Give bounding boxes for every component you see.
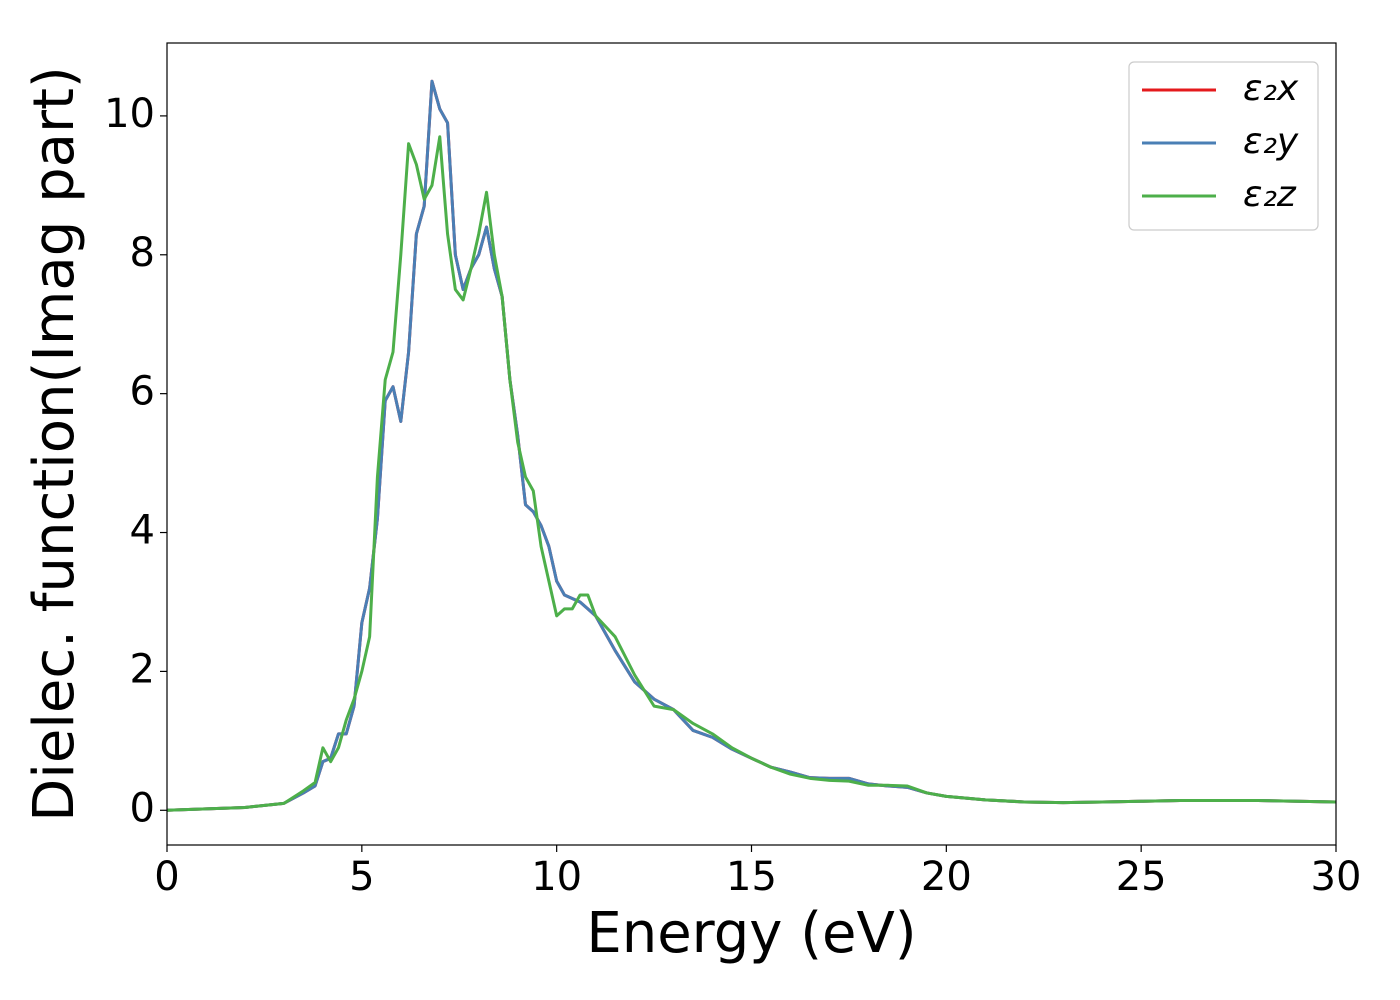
- y-tick-label: 2: [130, 646, 155, 692]
- y-tick-label: 8: [130, 230, 155, 276]
- x-tick-label: 15: [726, 854, 777, 900]
- legend-label: ε₂z: [1243, 174, 1297, 215]
- legend: ε₂x ε₂y ε₂z: [1128, 61, 1319, 231]
- x-tick-label: 0: [154, 854, 179, 900]
- series-line: [166, 135, 1337, 812]
- y-tick-label: 10: [104, 91, 155, 137]
- legend-box: [1128, 61, 1319, 231]
- y-tick-label: 0: [130, 785, 155, 831]
- x-tick-label: 10: [531, 854, 582, 900]
- x-tick-label: 20: [921, 854, 972, 900]
- x-tick-label: 5: [349, 854, 374, 900]
- x-tick-label: 25: [1116, 854, 1167, 900]
- y-axis-label: Dielec. function(Imag part): [22, 66, 87, 822]
- y-tick-label: 4: [130, 508, 155, 554]
- plot-frame: [166, 42, 1337, 846]
- legend-label: ε₂x: [1243, 68, 1299, 109]
- y-tick-label: 6: [130, 369, 155, 415]
- x-tick-label: 30: [1311, 854, 1362, 900]
- legend-label: ε₂y: [1243, 121, 1299, 162]
- x-axis-label: Energy (eV): [586, 901, 916, 966]
